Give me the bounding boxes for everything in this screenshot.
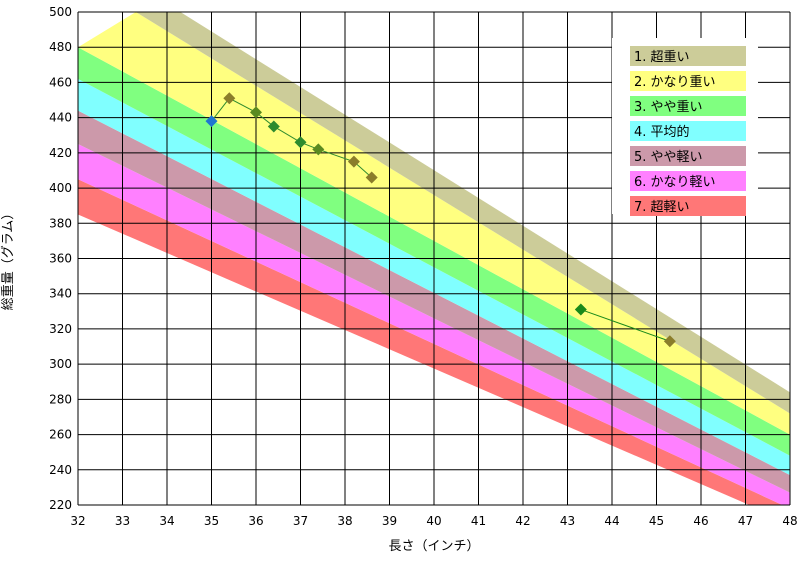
legend-label: 1. 超重い: [634, 49, 690, 65]
y-tick-label: 500: [49, 5, 72, 19]
legend-label: 3. やや重い: [634, 99, 703, 115]
y-tick-label: 400: [49, 181, 72, 195]
data-point: [663, 335, 676, 348]
x-tick-label: 42: [515, 514, 530, 528]
data-point: [267, 120, 280, 133]
y-tick-label: 440: [49, 111, 72, 125]
legend-swatch: [630, 96, 746, 116]
x-tick-label: 46: [693, 514, 708, 528]
data-point: [205, 115, 218, 128]
legend-swatch: [630, 146, 746, 166]
legend-swatch: [630, 46, 746, 66]
data-point: [574, 303, 587, 316]
x-tick-label: 38: [337, 514, 352, 528]
y-tick-label: 380: [49, 216, 72, 230]
y-tick-label: 320: [49, 322, 72, 336]
y-tick-label: 420: [49, 146, 72, 160]
data-point: [223, 92, 236, 105]
y-tick-label: 220: [49, 498, 72, 512]
y-axis-title: 総重量（グラム）: [0, 207, 16, 311]
y-tick-label: 300: [49, 357, 72, 371]
x-tick-label: 44: [604, 514, 619, 528]
data-series: [574, 303, 676, 348]
x-tick-label: 43: [560, 514, 575, 528]
data-point: [312, 143, 325, 156]
x-tick-label: 45: [649, 514, 664, 528]
x-tick-label: 32: [70, 514, 85, 528]
legend-swatch: [630, 196, 746, 216]
x-tick-label: 40: [426, 514, 441, 528]
x-tick-label: 39: [382, 514, 397, 528]
y-tick-label: 240: [49, 463, 72, 477]
legend-label: 2. かなり重い: [634, 74, 716, 90]
series-line: [580, 309, 671, 342]
data-point: [347, 155, 360, 168]
x-axis-title: 長さ（インチ）: [388, 539, 479, 554]
y-tick-label: 480: [49, 40, 72, 54]
data-series: [205, 92, 378, 184]
legend-swatch: [630, 71, 746, 91]
x-tick-label: 36: [248, 514, 263, 528]
data-point: [294, 136, 307, 149]
x-tick-label: 33: [115, 514, 130, 528]
data-point: [250, 106, 262, 119]
x-tick-label: 35: [204, 514, 219, 528]
y-tick-label: 360: [49, 252, 72, 266]
legend-swatch: [630, 121, 746, 141]
x-tick-label: 47: [738, 514, 753, 528]
y-tick-label: 460: [49, 75, 72, 89]
band: [135, 12, 790, 414]
legend-swatch: [630, 171, 746, 191]
y-tick-label: 340: [49, 287, 72, 301]
legend: 1. 超重い 2. かなり重い 3. やや重い 4. 平均的 5. やや軽い 6. かなり…: [612, 38, 758, 216]
legend-label: 6. かなり軽い: [634, 175, 716, 190]
x-tick-label: 41: [471, 514, 486, 528]
data-point: [365, 171, 378, 184]
y-tick-label: 280: [49, 392, 72, 406]
x-tick-label: 37: [293, 514, 308, 528]
legend-label: 5. やや軽い: [634, 150, 703, 165]
legend-label: 4. 平均的: [634, 124, 690, 140]
legend-label: 7. 超軽い: [634, 200, 690, 215]
series-line: [211, 97, 373, 178]
x-tick-label: 48: [782, 514, 797, 528]
x-tick-label: 34: [159, 514, 174, 528]
y-tick-label: 260: [49, 428, 72, 442]
